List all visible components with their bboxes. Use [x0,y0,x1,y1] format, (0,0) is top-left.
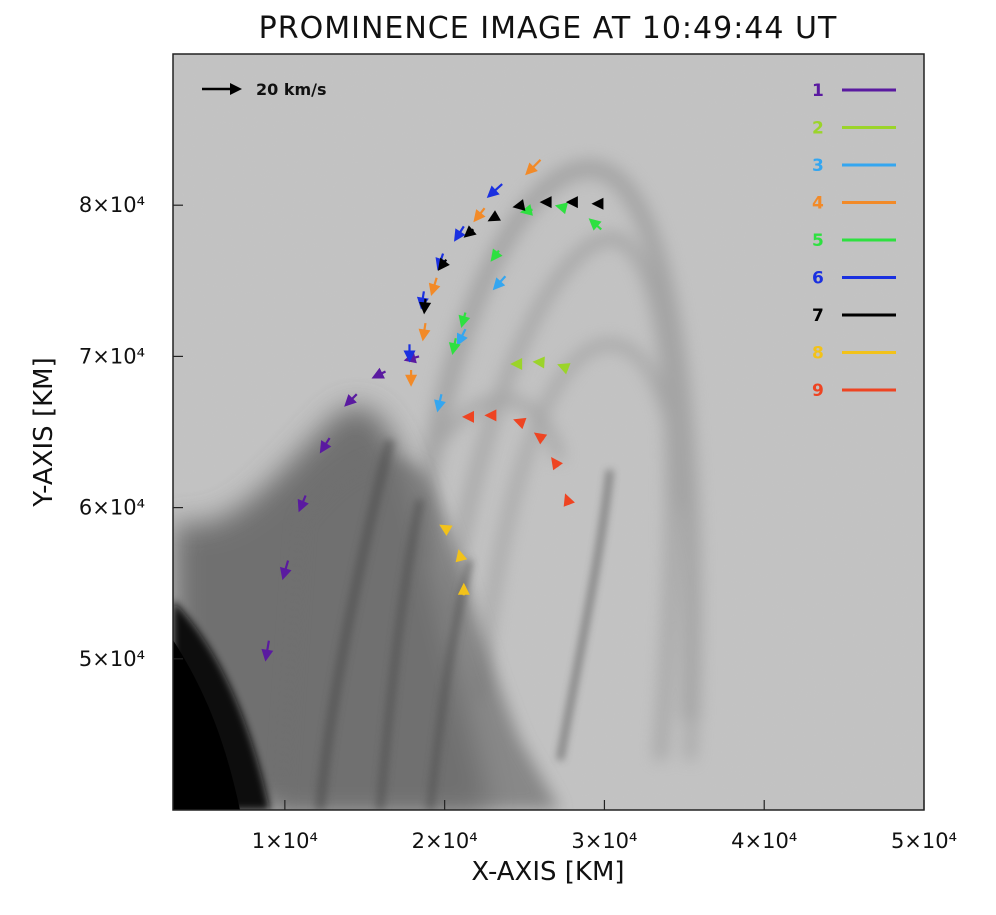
y-tick-label: 7×10⁴ [79,344,145,368]
legend-item-3: 3 [812,156,896,176]
velocity-arrow [532,356,545,369]
legend-item-9: 9 [812,381,896,401]
velocity-arrow [319,437,332,454]
series-2-arrows [510,356,571,375]
velocity-arrow [487,210,501,222]
scale-arrow-head [230,83,242,95]
velocity-arrow [512,199,526,211]
legend-item-1: 1 [812,81,896,101]
series-1-arrows [261,351,420,662]
series-8-arrows [439,524,470,596]
velocity-arrow [448,338,461,356]
velocity-arrow [454,225,466,242]
velocity-arrow [492,275,507,291]
chart-title: PROMINENCE IMAGE AT 10:49:44 UT [259,11,838,46]
velocity-arrow [371,367,387,379]
series-7-arrows [419,196,604,315]
velocity-arrow [261,640,274,662]
velocity-arrow [519,204,533,216]
legend-label: 1 [812,81,824,101]
scale-label: 20 km/s [256,80,327,99]
prominence-background [173,54,924,810]
velocity-arrow [458,312,471,328]
x-tick-label: 1×10⁴ [252,829,318,853]
velocity-arrow [554,202,568,215]
velocity-arrow [533,432,548,445]
velocity-arrow [539,196,552,209]
velocity-arrow [473,207,486,223]
legend-item-8: 8 [812,344,896,364]
velocity-arrow [405,370,418,387]
velocity-arrow [455,549,468,563]
y-tick-label: 5×10⁴ [79,647,145,671]
legend: 1 2 3 4 5 6 7 8 9 [812,81,896,401]
y-tick-label: 8×10⁴ [79,193,145,217]
velocity-arrow [457,582,470,596]
series-4-arrows [405,159,542,387]
velocity-arrow [297,495,309,513]
y-axis-label: Y-AXIS [KM] [29,357,59,507]
legend-item-6: 6 [812,269,896,289]
velocity-arrow [462,410,475,423]
velocity-arrow [513,417,527,430]
legend-item-2: 2 [812,119,896,139]
velocity-arrow [551,456,563,471]
legend-item-7: 7 [812,306,896,326]
velocity-arrow [565,196,578,209]
y-tick-label: 6×10⁴ [79,496,145,520]
velocity-arrow [463,225,477,238]
velocity-arrow [588,218,602,231]
plot-frame [172,53,925,811]
velocity-arrow [525,159,542,176]
axis-ticks: 1×10⁴ 2×10⁴ 3×10⁴ 4×10⁴ 5×10⁴ 5×10⁴ 6×10⁴ 7×10⁴… [79,193,957,853]
velocity-arrow [490,248,503,262]
series-5-arrows [448,202,602,356]
velocity-arrow [403,344,416,363]
legend-label: 3 [812,156,824,176]
velocity-arrow [428,277,441,296]
legend-label: 9 [812,381,824,401]
legend-item-5: 5 [812,231,896,251]
legend-label: 7 [812,306,824,326]
legend-item-4: 4 [812,194,896,214]
x-tick-label: 3×10⁴ [571,829,637,853]
x-tick-label: 2×10⁴ [412,829,478,853]
legend-label: 4 [812,194,824,214]
velocity-arrow [484,409,497,422]
velocity-arrow [457,328,468,346]
velocity-arrow [434,393,446,413]
x-tick-label: 5×10⁴ [891,829,957,853]
velocity-scale: 20 km/s [202,80,327,99]
legend-label: 6 [812,269,824,289]
velocity-arrow [439,524,453,536]
legend-label: 8 [812,344,824,364]
legend-label: 5 [812,231,824,251]
legend-label: 2 [812,119,824,139]
series-3-arrows [434,275,507,413]
velocity-arrow [510,357,523,370]
velocity-arrow [437,257,450,271]
x-axis-label: X-AXIS [KM] [471,857,624,887]
velocity-arrow [279,560,292,581]
velocity-arrow [344,393,358,407]
velocity-vectors [261,159,604,662]
velocity-arrow [419,298,432,315]
velocity-arrow [557,363,571,375]
series-9-arrows [462,409,575,507]
velocity-arrow [591,197,604,210]
velocity-arrow [563,493,575,507]
velocity-arrow [418,322,431,342]
velocity-arrow [486,183,503,199]
x-tick-label: 4×10⁴ [731,829,797,853]
